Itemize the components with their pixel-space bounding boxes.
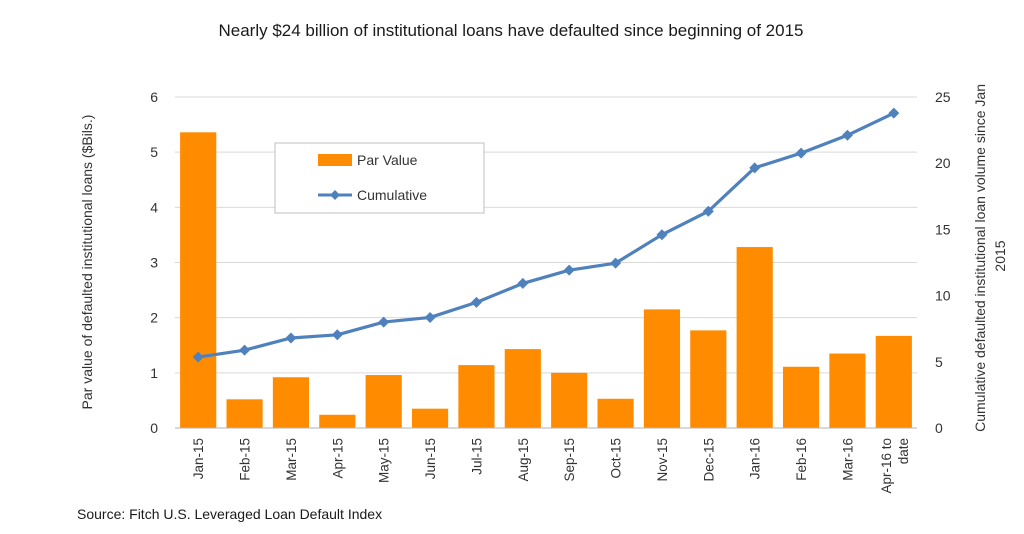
x-category-label: Jan-16: [748, 438, 763, 479]
legend-label-cumulative: Cumulative: [357, 187, 427, 203]
line-point: [470, 296, 482, 308]
x-axis-categories: Jan-15 Feb-15 Mar-15 Apr-15 May-15 Jun-15 Jul-…: [191, 438, 911, 494]
svg-text:Aug-15: Aug-15: [516, 438, 531, 482]
line-point: [424, 311, 436, 323]
bar: [829, 353, 866, 428]
line-point: [285, 332, 297, 344]
line-point: [517, 277, 529, 289]
line-point: [795, 147, 807, 159]
bar: [180, 132, 217, 428]
y-tick-label: 5: [150, 144, 158, 160]
y-tick-label: 2: [150, 310, 158, 326]
bar-series: [180, 132, 912, 428]
y2-tick-label: 10: [935, 288, 951, 304]
line-point: [888, 107, 900, 119]
x-category-label: Jan-15: [191, 438, 206, 479]
x-category-label: Nov-15: [655, 438, 670, 482]
y2-axis-title-line-1: Cumulative defaulted institutional loan …: [972, 84, 988, 432]
y-axis-title: Par value of defaulted institutional loa…: [79, 115, 95, 410]
svg-text:Dec-15: Dec-15: [701, 438, 716, 482]
y-axis-ticks: 0 1 2 3 4 5 6: [150, 89, 158, 436]
line-point: [192, 351, 204, 363]
bar: [782, 366, 820, 428]
line-series: [192, 107, 900, 363]
y2-tick-label: 0: [935, 420, 943, 436]
x-category-label: Oct-15: [609, 438, 624, 479]
bar: [504, 349, 541, 428]
bar: [226, 399, 263, 428]
y2-axis-title: Cumulative defaulted institutional loan …: [972, 80, 1008, 432]
x-category-label: Sep-15: [562, 438, 577, 482]
y2-axis-title-line-2: 2015: [992, 240, 1008, 271]
line-point: [378, 316, 390, 328]
svg-text:Apr-16 to: Apr-16 to: [879, 438, 894, 494]
svg-text:Mar-15: Mar-15: [284, 438, 299, 481]
chart-title: Nearly $24 billion of institutional loan…: [218, 21, 803, 40]
x-category-label: Aug-15: [516, 438, 531, 482]
x-category-label: May-15: [377, 438, 392, 483]
source-note: Source: Fitch U.S. Leveraged Loan Defaul…: [77, 506, 383, 522]
y2-tick-label: 25: [935, 89, 951, 105]
legend-swatch-par-value: [318, 154, 352, 166]
gridlines: [175, 96, 917, 374]
svg-text:Apr-15: Apr-15: [330, 438, 345, 479]
line-point: [702, 205, 714, 217]
cumulative-line: [197, 111, 895, 359]
y-tick-label: 1: [150, 365, 158, 381]
line-point: [563, 264, 575, 276]
svg-text:Nov-15: Nov-15: [655, 438, 670, 482]
legend-swatch-cumulative-marker: [330, 190, 340, 200]
line-point: [749, 162, 761, 174]
svg-text:Feb-16: Feb-16: [794, 438, 809, 481]
bar: [458, 365, 495, 428]
svg-text:Oct-15: Oct-15: [609, 438, 624, 479]
y2-axis-ticks: 0 5 10 15 20 25: [935, 89, 951, 436]
svg-text:May-15: May-15: [377, 438, 392, 483]
y-tick-label: 0: [150, 420, 158, 436]
y-tick-label: 3: [150, 255, 158, 271]
line-point: [841, 129, 853, 141]
bar: [365, 375, 402, 428]
svg-text:Feb-15: Feb-15: [238, 438, 253, 481]
bar: [319, 414, 356, 428]
x-category-label: Jun-15: [423, 438, 438, 479]
y2-tick-label: 20: [935, 155, 951, 171]
y-tick-label: 6: [150, 89, 158, 105]
svg-text:date: date: [896, 438, 911, 464]
y-tick-label: 4: [150, 199, 158, 215]
svg-text:Jul-15: Jul-15: [469, 438, 484, 475]
bar: [272, 377, 310, 428]
legend: Par Value Cumulative: [274, 142, 485, 214]
bar: [597, 398, 634, 428]
line-point: [656, 229, 668, 241]
x-category-label: Mar-16: [840, 438, 855, 481]
svg-text:Jun-15: Jun-15: [423, 438, 438, 479]
line-point: [610, 257, 622, 269]
x-category-label: Feb-15: [238, 438, 253, 481]
bar: [643, 309, 681, 428]
svg-text:Sep-15: Sep-15: [562, 438, 577, 482]
x-category-label: Jul-15: [469, 438, 484, 475]
x-category-label: Apr-15: [330, 438, 345, 479]
bar: [551, 372, 588, 428]
y2-tick-label: 5: [935, 354, 943, 370]
bar: [411, 408, 449, 428]
bar: [736, 247, 773, 428]
legend-label-par-value: Par Value: [357, 152, 418, 168]
y2-tick-label: 15: [935, 221, 951, 237]
x-category-label: Apr-16 to date: [879, 438, 911, 494]
legend-box: [274, 142, 485, 214]
bar: [875, 335, 912, 428]
line-point: [331, 329, 343, 341]
svg-text:Jan-16: Jan-16: [748, 438, 763, 479]
x-category-label: Mar-15: [284, 438, 299, 481]
bar: [690, 330, 727, 428]
x-category-label: Dec-15: [701, 438, 716, 482]
line-point: [239, 344, 251, 356]
svg-text:Mar-16: Mar-16: [840, 438, 855, 481]
x-category-label: Feb-16: [794, 438, 809, 481]
svg-text:Jan-15: Jan-15: [191, 438, 206, 479]
